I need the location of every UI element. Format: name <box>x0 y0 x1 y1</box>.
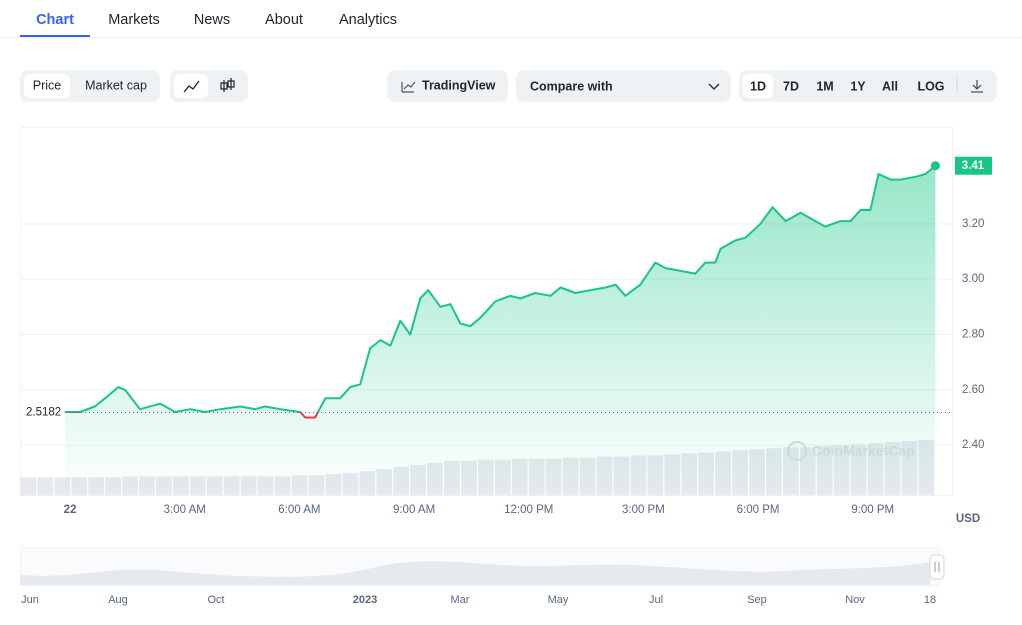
tabs: Chart Markets News About Analytics <box>20 12 397 37</box>
tab[interactable]: Analytics <box>339 12 397 28</box>
x-tick-label: 9:00 PM <box>851 504 894 516</box>
range-button[interactable]: 1D <box>750 79 766 93</box>
navigator-label: Jul <box>649 594 663 606</box>
tradingview-icon <box>401 81 416 93</box>
navigator-label: Sep <box>747 594 767 606</box>
range-button[interactable]: LOG <box>917 79 944 93</box>
tab[interactable]: Markets <box>108 12 160 28</box>
navigator-handle[interactable] <box>929 554 945 580</box>
x-tick-label: 3:00 PM <box>622 504 665 516</box>
chevron-icon <box>708 83 720 91</box>
plot: 2.40 2.60 2.80 3.00 3.20 22 3:00 AM 6:00 AM 9:00… <box>20 156 992 525</box>
navigator-label: Jun <box>21 594 39 606</box>
x-tick-label: 22 <box>64 504 77 516</box>
mode-button[interactable]: Price <box>33 78 62 92</box>
download-icon[interactable] <box>971 80 983 93</box>
navigator-label: Nov <box>845 594 865 606</box>
reference-label: 2.5182 <box>26 407 61 419</box>
line-type-button[interactable] <box>174 74 208 98</box>
range-button[interactable]: 7D <box>783 79 799 93</box>
current-price-label: 3.41 <box>962 160 985 172</box>
tab[interactable]: Chart <box>36 12 74 28</box>
line-icon <box>183 80 200 93</box>
x-tick-label: 6:00 PM <box>737 504 780 516</box>
tradingview-label: TradingView <box>422 78 496 92</box>
x-tick-label: 12:00 PM <box>504 504 553 516</box>
tab[interactable]: About <box>265 12 303 28</box>
navigator-label: May <box>548 594 569 606</box>
current-price-box <box>955 156 992 175</box>
navigator-area <box>20 561 930 585</box>
compare-label: Compare with <box>530 79 613 93</box>
navigator-label: 2023 <box>353 594 377 606</box>
range-active <box>743 74 773 98</box>
y-tick-label: 2.80 <box>962 329 984 341</box>
x-tick-label: 6:00 AM <box>278 504 320 516</box>
plot-frame <box>20 127 953 496</box>
x-tick-label: 3:00 AM <box>164 504 206 516</box>
x-tick-label: 9:00 AM <box>393 504 435 516</box>
navigator-label: Aug <box>108 594 128 606</box>
compare-select[interactable] <box>516 70 731 102</box>
y-tick-label: 3.20 <box>962 218 984 230</box>
navigator-label: Oct <box>207 594 224 606</box>
mode-active <box>24 74 70 98</box>
tab-underline <box>20 35 90 37</box>
mode-button[interactable]: Market cap <box>85 78 147 92</box>
handle-grip <box>934 562 940 572</box>
y-tick-label: 2.60 <box>962 384 984 396</box>
range-button[interactable]: 1M <box>816 79 833 93</box>
range-group <box>739 70 997 102</box>
tradingview-button[interactable] <box>387 70 508 102</box>
currency-label: USD <box>956 513 980 525</box>
candle-icon[interactable] <box>220 78 235 92</box>
tab[interactable]: News <box>194 12 230 28</box>
y-tick-label: 2.40 <box>962 439 984 451</box>
volume-bar <box>20 477 37 495</box>
toolbar: Price Market cap TradingView Compare with 1D… <box>20 70 997 102</box>
range-button[interactable]: 1Y <box>850 79 866 93</box>
navigator-label: 18 <box>924 594 936 606</box>
current-dot <box>930 161 940 171</box>
volume-bar <box>37 477 54 495</box>
price-line <box>65 164 937 419</box>
y-tick-label: 3.00 <box>962 273 984 285</box>
navigator-label: Mar <box>451 594 470 606</box>
range-button[interactable]: All <box>882 79 898 93</box>
navigator: Jun Aug Oct 2023 Mar May Jul Sep Nov 18 <box>20 547 945 606</box>
